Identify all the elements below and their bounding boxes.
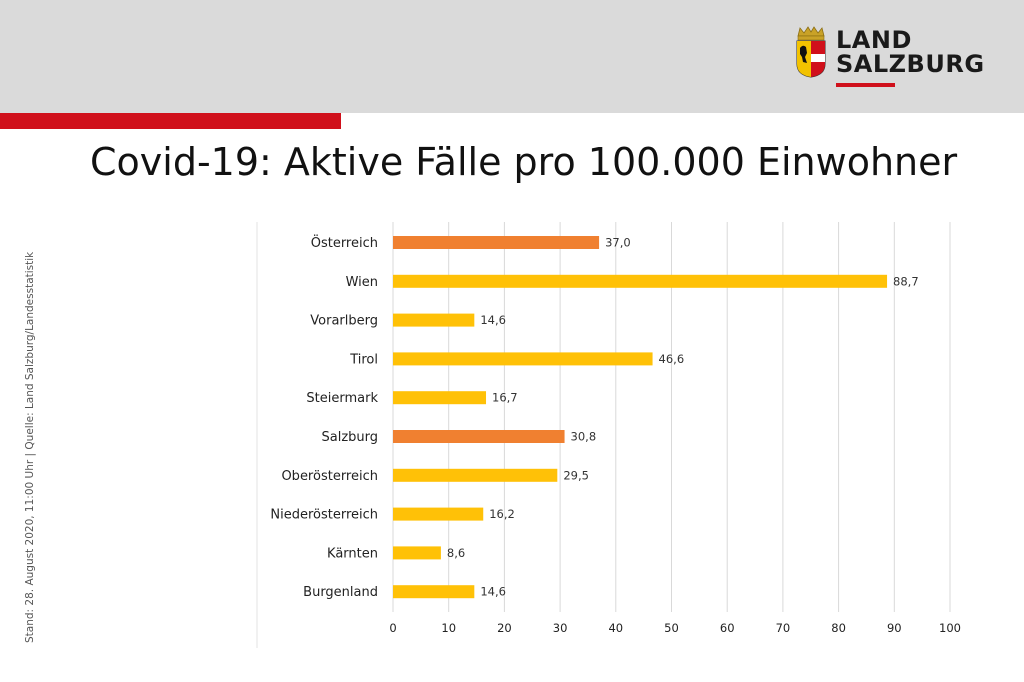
category-label: Tirol [349,352,378,367]
data-label: 46,6 [659,352,685,366]
bar [393,507,484,521]
bar [393,274,888,288]
category-label: Österreich [311,234,378,251]
data-label: 37,0 [605,236,631,250]
category-label: Salzburg [321,430,378,445]
page-title: Covid-19: Aktive Fälle pro 100.000 Einwo… [90,140,958,184]
category-label: Oberösterreich [281,469,378,484]
bar [393,352,653,366]
category-label: Steiermark [306,391,378,406]
category-label: Kärnten [327,546,378,561]
x-tick-label: 10 [441,621,456,635]
data-label: 16,2 [489,507,515,521]
x-tick-label: 30 [553,621,568,635]
bar [393,546,441,560]
data-label: 30,8 [571,430,597,444]
accent-stripe [0,113,341,129]
header-bar [0,0,1024,113]
coat-of-arms-icon [796,26,826,78]
bar [393,236,600,249]
bar [393,391,487,405]
logo-underline [836,83,895,87]
x-tick-label: 60 [720,621,735,635]
x-tick-label: 100 [939,621,961,635]
data-label: 29,5 [563,468,589,482]
logo-text-land: LAND [836,26,912,54]
bar [393,585,475,599]
category-label: Vorarlberg [310,314,378,329]
x-tick-label: 90 [887,621,902,635]
data-label: 16,7 [492,391,518,405]
category-label: Wien [346,275,378,290]
bar [393,430,565,443]
category-label: Burgenland [303,585,378,600]
x-tick-label: 40 [608,621,623,635]
data-label: 88,7 [893,274,919,288]
x-tick-label: 70 [776,621,791,635]
data-label: 14,6 [480,313,506,327]
x-tick-label: 50 [664,621,679,635]
logo-text-salzburg: SALZBURG [836,50,985,78]
bar [393,313,475,327]
x-tick-label: 20 [497,621,512,635]
data-label: 14,6 [480,585,506,599]
x-tick-label: 80 [831,621,846,635]
x-tick-label: 0 [389,621,396,635]
land-salzburg-logo: LAND SALZBURG [794,26,984,88]
bar [393,468,558,482]
category-label: Niederösterreich [270,508,378,523]
data-label: 8,6 [447,546,465,560]
